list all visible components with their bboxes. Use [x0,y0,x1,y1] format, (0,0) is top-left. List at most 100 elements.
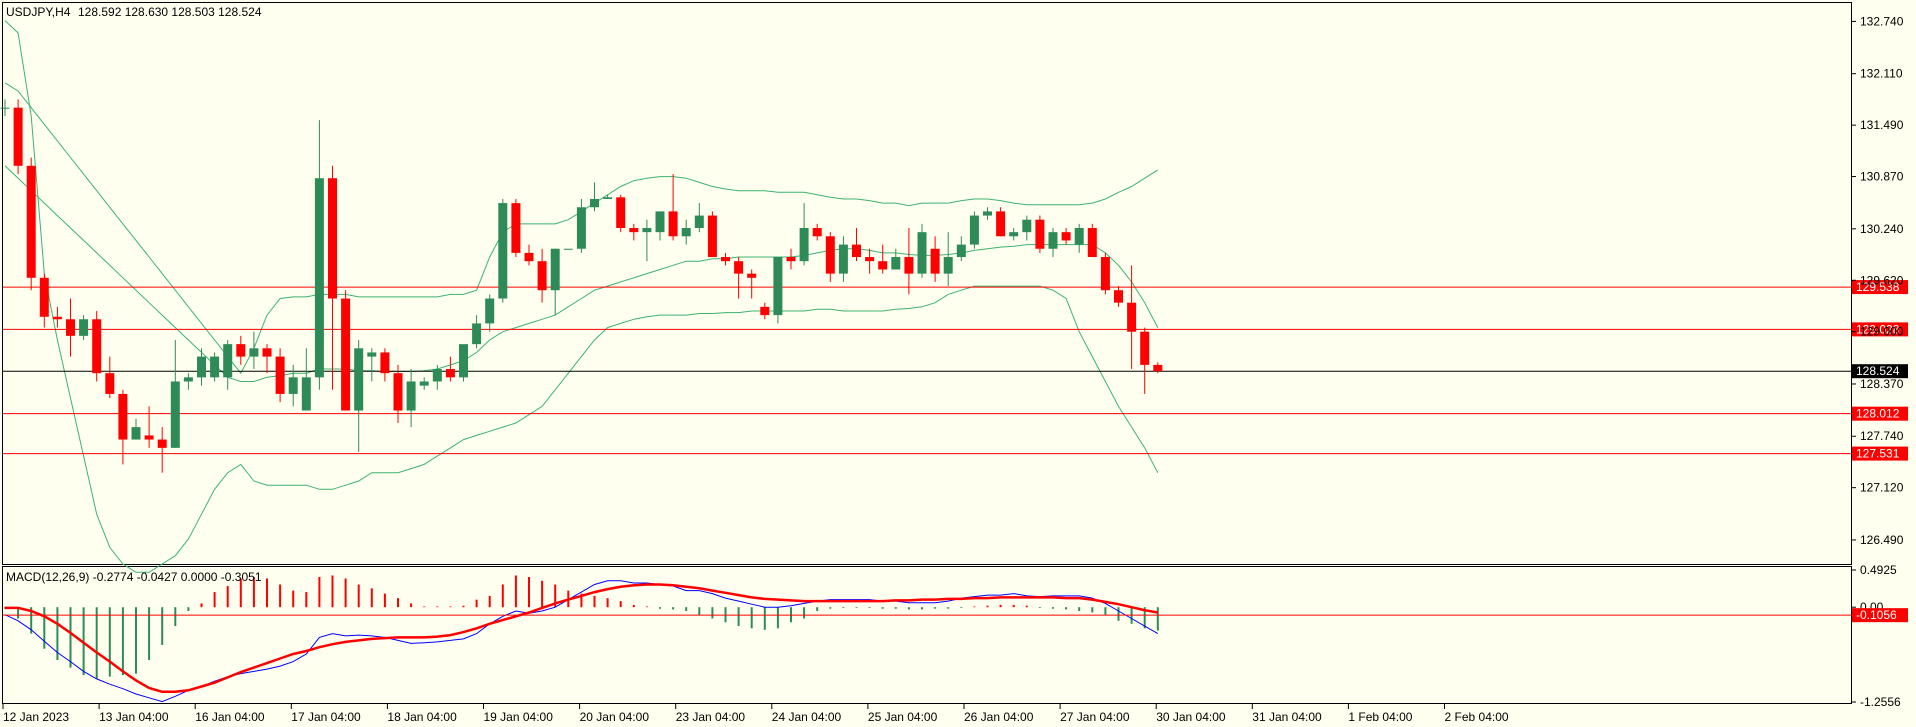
candle-body [878,261,888,270]
candle-body [956,244,966,258]
level-price-badge [1852,406,1908,421]
time-label: 27 Jan 04:00 [1060,710,1130,724]
candle-body [472,323,482,345]
candle-body [1061,232,1071,241]
candle-body [969,215,979,245]
time-label: 20 Jan 04:00 [580,710,650,724]
time-label: 18 Jan 04:00 [387,710,457,724]
time-label: 2 Feb 04:00 [1445,710,1509,724]
candle-body [223,344,233,378]
candle-body [39,277,49,317]
candle-body [262,348,272,357]
level-price-label: 128.012 [1856,407,1900,421]
candle-body [210,356,220,378]
candle-body [891,257,901,270]
candle-body [721,257,730,262]
candles [0,99,1163,473]
price-tick-label: 132.740 [1860,14,1904,28]
candle-body [1009,232,1019,237]
candle-body [1022,219,1032,233]
candle-body [1100,257,1110,291]
candle-body [1035,219,1045,249]
candle-body [550,248,560,291]
level-price-badge [1852,322,1908,337]
candle-body [367,352,377,357]
candle-body [26,165,36,278]
candle-body [52,316,62,320]
macd-readout: MACD(12,26,9) -0.2774 -0.0427 0.0000 -0.… [6,570,262,584]
candle-body [1114,290,1123,303]
price-tick-label: 130.870 [1860,170,1904,184]
candle-body [432,369,442,382]
candle-body [511,203,521,253]
candle-body [183,377,193,382]
candle-body [131,427,141,440]
time-label: 25 Jan 04:00 [868,710,938,724]
candle-body [0,107,10,109]
candle-body [1087,228,1097,258]
time-label: 17 Jan 04:00 [291,710,361,724]
level-price-label: 129.028 [1856,322,1900,336]
candle-body [1127,302,1137,332]
level-price-label: 127.531 [1856,447,1900,461]
candle-body [301,377,311,411]
price-tick-label: 132.110 [1860,67,1903,81]
candle-body [786,257,796,262]
candle-body [734,261,744,274]
candle-body [629,228,639,233]
time-label: 12 Jan 2023 [3,710,69,724]
macd-tick-label: 0.4925 [1860,563,1897,577]
candle-body [328,178,337,299]
candle-body [157,439,167,448]
candle-body [852,244,861,258]
candle-body [917,232,927,274]
macd-panel-frame [2,566,1852,704]
candle-body [79,319,89,336]
candle-body [930,248,940,274]
candle-body [406,381,416,411]
price-axis: 129.538 129.028 128.012 127.531 132.740 132.1… [1851,14,1908,709]
price-tick-label: 127.740 [1860,429,1904,443]
candle-body [1074,228,1084,245]
candle-body [825,236,835,274]
candle-body [419,381,429,386]
bollinger-lower-line [4,20,1159,573]
candle-body [865,257,875,262]
price-tick-label: 131.490 [1860,118,1904,132]
symbol-label: USDJPY,H4 [6,5,71,19]
time-label: 19 Jan 04:00 [484,710,554,724]
price-tick-label: 128.370 [1860,377,1904,391]
candle-body [576,207,586,249]
candle-body [760,306,770,316]
candle-body [314,178,324,378]
time-axis: 12 Jan 2023 13 Jan 04:00 16 Jan 04:00 17 Ja… [2,704,1509,724]
time-label: 24 Jan 04:00 [772,710,842,724]
candle-body [341,298,351,411]
candle-body [681,228,691,237]
candle-body [118,393,128,440]
level-price-badge [1852,446,1908,461]
candle-body [485,298,495,324]
candle-body [812,228,822,237]
candle-body [904,257,914,274]
candle-body [380,352,390,374]
candle-body [105,373,115,394]
horizontal-levels[interactable] [3,286,1851,455]
candle-body [1153,364,1163,372]
time-label: 26 Jan 04:00 [964,710,1034,724]
macd-value-label: -0.1056 [1856,608,1897,622]
candle-body [773,257,783,316]
candle-body [275,356,285,394]
time-label: 1 Feb 04:00 [1348,710,1412,724]
time-label: 16 Jan 04:00 [195,710,265,724]
candle-body [694,215,704,228]
macd-indicator [3,575,1851,703]
time-label: 23 Jan 04:00 [676,710,746,724]
current-price-label: 128.524 [1856,364,1900,378]
price-tick-label: 129.620 [1860,273,1904,287]
candle-body [799,228,809,262]
level-price-badge [1852,280,1908,295]
candle-body [707,215,717,258]
